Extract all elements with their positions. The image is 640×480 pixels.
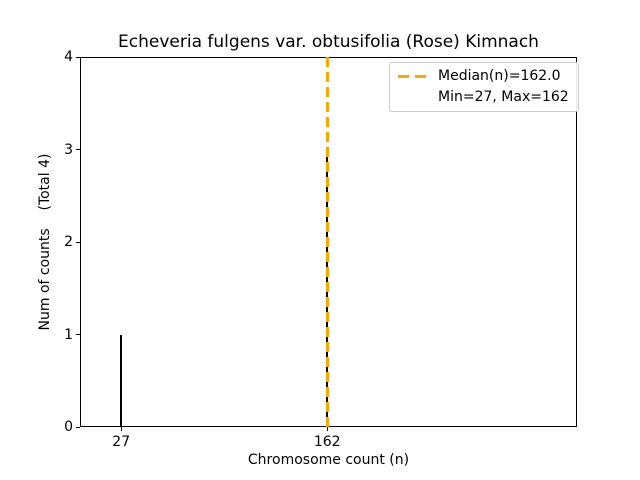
count-bar: [120, 334, 123, 427]
y-tick-label: 4: [64, 49, 73, 65]
legend-empty-handle: [398, 96, 428, 99]
median-dashed-line-swatch: [398, 75, 428, 78]
x-axis-label: Chromosome count (n): [247, 452, 410, 468]
y-axis-label: Num of counts (Total 4): [37, 153, 53, 331]
y-tick-label: 3: [64, 141, 73, 158]
y-tick-mark: [76, 56, 80, 58]
y-tick-mark: [76, 334, 80, 335]
legend: Median(n)=162.0 Min=27, Max=162: [389, 62, 579, 112]
legend-label-median: Median(n)=162.0: [438, 68, 561, 84]
y-tick-mark: [76, 426, 80, 428]
x-tick-label: 27: [112, 434, 131, 450]
y-tick-label: 1: [64, 326, 73, 343]
chart-title: Echeveria fulgens var. obtusifolia (Rose…: [118, 32, 539, 52]
y-tick-mark: [76, 241, 80, 243]
y-tick-label: 2: [64, 234, 73, 250]
x-tick-mark: [326, 427, 328, 431]
x-tick-mark: [120, 427, 122, 431]
x-tick-label: 162: [313, 434, 341, 450]
y-tick-mark: [76, 149, 80, 150]
median-line: [325, 57, 329, 427]
y-tick-label: 0: [64, 419, 73, 435]
legend-label-minmax: Min=27, Max=162: [438, 89, 569, 105]
